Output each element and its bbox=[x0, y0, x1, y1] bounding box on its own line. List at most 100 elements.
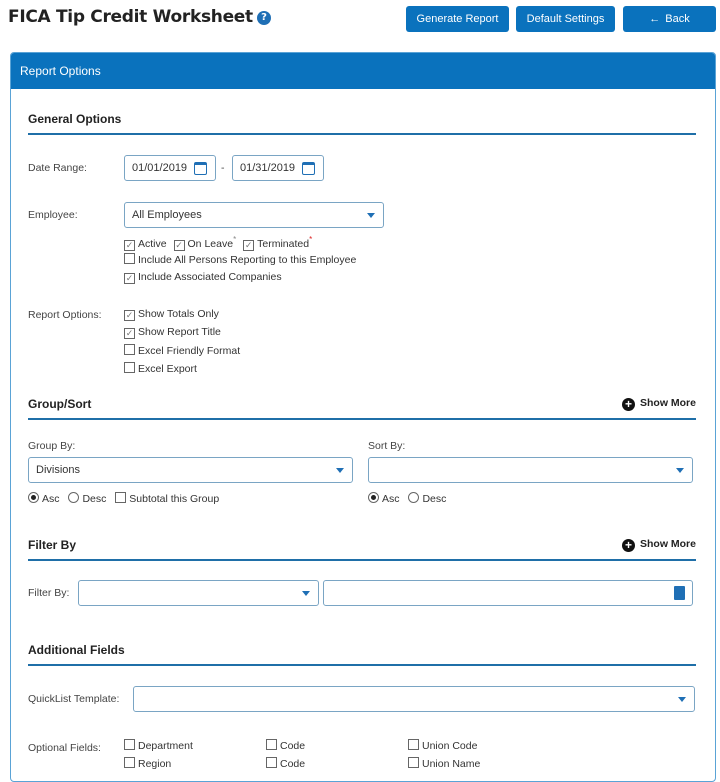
include-associated-label: Include Associated Companies bbox=[138, 271, 282, 283]
radio-icon bbox=[408, 492, 420, 503]
checkbox-icon bbox=[124, 757, 135, 768]
checkbox-icon bbox=[408, 757, 419, 768]
back-button[interactable]: ← Back bbox=[623, 6, 716, 32]
quicklist-select[interactable] bbox=[133, 686, 695, 712]
show-totals-checkbox[interactable]: ✓ Show Totals Only bbox=[124, 308, 219, 321]
on-leave-checkbox[interactable]: ✓ On Leave* bbox=[173, 235, 236, 251]
show-more-label: Show More bbox=[639, 397, 696, 409]
date-from-input[interactable]: 01/01/2019 bbox=[124, 155, 216, 181]
field-label: Union Name bbox=[422, 758, 481, 770]
group-by-value: Divisions bbox=[36, 464, 81, 476]
calendar-icon[interactable] bbox=[194, 162, 207, 175]
group-sort-heading: Group/Sort bbox=[28, 397, 92, 411]
sort-by-select[interactable] bbox=[368, 457, 693, 483]
filter-text-input[interactable] bbox=[323, 580, 693, 606]
radio-selected-icon bbox=[368, 492, 379, 503]
default-settings-button[interactable]: Default Settings bbox=[516, 6, 615, 32]
divider bbox=[28, 418, 696, 420]
panel-header: Report Options bbox=[11, 53, 715, 89]
back-label: Back bbox=[665, 13, 690, 25]
checkbox-icon bbox=[124, 344, 135, 355]
active-label: Active bbox=[138, 238, 167, 250]
calendar-icon[interactable] bbox=[302, 162, 315, 175]
include-reporting-checkbox[interactable]: Include All Persons Reporting to this Em… bbox=[124, 253, 356, 266]
sort-order: Asc Desc bbox=[368, 492, 446, 505]
filter-show-more-button[interactable]: + Show More bbox=[621, 538, 696, 552]
checkbox-checked-icon: ✓ bbox=[173, 240, 185, 251]
radio-selected-icon bbox=[28, 492, 39, 503]
employee-label: Employee: bbox=[28, 209, 78, 221]
arrow-left-icon: ← bbox=[649, 13, 661, 25]
checkbox-checked-icon: ✓ bbox=[243, 240, 255, 251]
checkbox-checked-icon: ✓ bbox=[124, 240, 135, 251]
code-checkbox-2[interactable]: Code bbox=[266, 757, 305, 770]
group-by-select[interactable]: Divisions bbox=[28, 457, 353, 483]
group-order: Asc Desc Subtotal this Group bbox=[28, 492, 219, 505]
excel-export-checkbox[interactable]: Excel Export bbox=[124, 362, 197, 375]
checkbox-icon bbox=[408, 739, 419, 750]
option-label: Show Report Title bbox=[138, 326, 221, 338]
checkbox-icon bbox=[266, 739, 277, 750]
subtotal-checkbox[interactable]: Subtotal this Group bbox=[115, 492, 219, 505]
report-options-panel: Report Options bbox=[10, 52, 716, 782]
divider bbox=[28, 559, 696, 561]
employee-select[interactable]: All Employees bbox=[124, 202, 384, 228]
group-show-more-button[interactable]: + Show More bbox=[621, 397, 696, 411]
filter-by-heading: Filter By bbox=[28, 538, 77, 552]
divider bbox=[28, 664, 696, 666]
desc-label: Desc bbox=[82, 493, 107, 505]
checkbox-icon bbox=[124, 362, 135, 373]
sort-desc-radio[interactable]: Desc bbox=[408, 492, 446, 505]
region-checkbox[interactable]: Region bbox=[124, 757, 171, 770]
employee-value: All Employees bbox=[132, 209, 202, 221]
edit-document-icon[interactable] bbox=[674, 586, 685, 600]
group-asc-radio[interactable]: Asc bbox=[28, 492, 60, 505]
field-label: Code bbox=[280, 758, 306, 770]
chevron-down-icon bbox=[336, 468, 344, 473]
help-icon[interactable]: ? bbox=[256, 11, 271, 25]
date-to-input[interactable]: 01/31/2019 bbox=[232, 155, 324, 181]
option-label: Excel Friendly Format bbox=[138, 345, 241, 357]
code-checkbox[interactable]: Code bbox=[266, 739, 305, 752]
date-range-label: Date Range: bbox=[28, 162, 87, 174]
show-more-label: Show More bbox=[639, 538, 696, 550]
show-title-checkbox[interactable]: ✓ Show Report Title bbox=[124, 326, 221, 339]
union-code-checkbox[interactable]: Union Code bbox=[408, 739, 477, 752]
field-label: Code bbox=[280, 740, 306, 752]
quicklist-label: QuickList Template: bbox=[28, 693, 120, 705]
excel-friendly-checkbox[interactable]: Excel Friendly Format bbox=[124, 344, 240, 357]
terminated-checkbox[interactable]: ✓ Terminated* bbox=[243, 235, 313, 251]
status-checkboxes: ✓ Active ✓ On Leave* ✓ Terminated* bbox=[124, 235, 312, 251]
field-label: Department bbox=[138, 740, 193, 752]
checkbox-icon bbox=[124, 253, 135, 264]
date-from-value: 01/01/2019 bbox=[132, 162, 188, 174]
include-associated-checkbox[interactable]: ✓ Include Associated Companies bbox=[124, 271, 282, 284]
generate-report-button[interactable]: Generate Report bbox=[406, 6, 509, 32]
chevron-down-icon bbox=[302, 591, 310, 596]
filter-by-select[interactable] bbox=[78, 580, 319, 606]
checkbox-icon bbox=[124, 739, 135, 750]
active-checkbox[interactable]: ✓ Active bbox=[124, 238, 167, 251]
page-title-text: FICA Tip Credit Worksheet bbox=[8, 7, 253, 27]
department-checkbox[interactable]: Department bbox=[124, 739, 193, 752]
group-desc-radio[interactable]: Desc bbox=[68, 492, 107, 505]
date-separator: - bbox=[221, 162, 225, 174]
field-label: Union Code bbox=[422, 740, 478, 752]
field-label: Region bbox=[138, 758, 172, 770]
option-label: Excel Export bbox=[138, 363, 197, 375]
report-options-label: Report Options: bbox=[28, 309, 102, 321]
checkbox-checked-icon: ✓ bbox=[124, 273, 135, 284]
plus-circle-icon: + bbox=[621, 398, 635, 411]
group-by-label: Group By: bbox=[28, 440, 76, 452]
option-label: Show Totals Only bbox=[138, 308, 219, 320]
chevron-down-icon bbox=[678, 697, 686, 702]
plus-circle-icon: + bbox=[621, 539, 635, 552]
checkbox-checked-icon: ✓ bbox=[124, 310, 135, 321]
checkbox-checked-icon: ✓ bbox=[124, 328, 135, 339]
chevron-down-icon bbox=[367, 213, 375, 218]
union-name-checkbox[interactable]: Union Name bbox=[408, 757, 480, 770]
sort-asc-radio[interactable]: Asc bbox=[368, 492, 400, 505]
required-asterisk: * bbox=[309, 235, 313, 244]
sort-by-label: Sort By: bbox=[368, 440, 406, 452]
filter-by-label: Filter By: bbox=[28, 587, 70, 599]
